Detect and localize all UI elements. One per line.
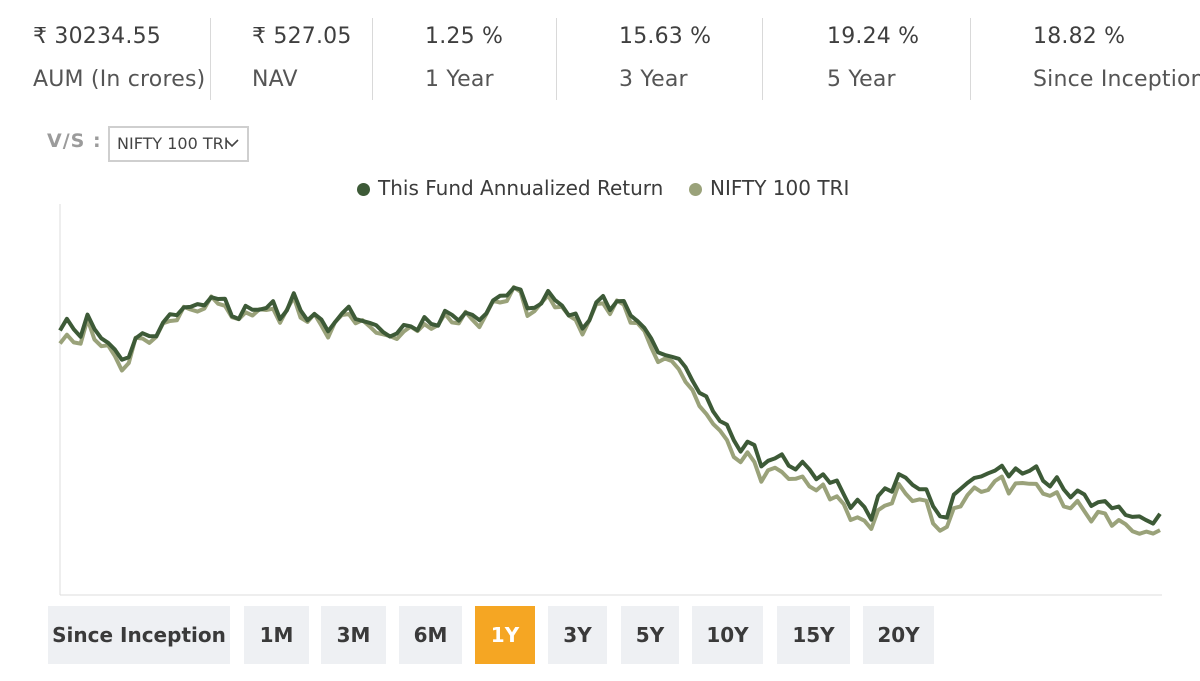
period-button-1y[interactable]: 1Y: [475, 606, 535, 664]
period-button-1m[interactable]: 1M: [244, 606, 309, 664]
stat-aum-value: ₹ 30234.55: [33, 24, 161, 49]
period-button-since-inception[interactable]: Since Inception: [48, 606, 230, 664]
period-button-20y[interactable]: 20Y: [863, 606, 934, 664]
stat-aum-label: AUM (In crores): [33, 67, 206, 92]
stat-nav-value: ₹ 527.05: [252, 24, 352, 49]
stat-divider: [556, 18, 557, 100]
stat-divider: [372, 18, 373, 100]
period-button-3y[interactable]: 3Y: [548, 606, 607, 664]
stat-since-inception-value: 18.82 %: [1033, 24, 1126, 49]
stat-divider: [210, 18, 211, 100]
stat-1-year-label: 1 Year: [425, 67, 494, 92]
benchmark-select-value: NIFTY 100 TRI: [117, 134, 229, 153]
benchmark-select[interactable]: NIFTY 100 TRI: [108, 126, 249, 162]
stat-5-year-label: 5 Year: [827, 67, 896, 92]
series-line-fund: [58, 285, 1162, 526]
returns-line-chart: [58, 204, 1162, 596]
period-button-5y[interactable]: 5Y: [621, 606, 679, 664]
stat-since-inception-label: Since Inception: [1033, 67, 1200, 92]
legend-dot-benchmark: [689, 183, 702, 196]
stat-divider: [762, 18, 763, 100]
stat-5-year-value: 19.24 %: [827, 24, 920, 49]
series-line-benchmark: [58, 285, 1161, 536]
legend-dot-fund: [357, 183, 370, 196]
stat-1-year-value: 1.25 %: [425, 24, 504, 49]
legend-label-benchmark: NIFTY 100 TRI: [710, 176, 850, 200]
legend-label-fund: This Fund Annualized Return: [378, 176, 664, 200]
stat-3-year-value: 15.63 %: [619, 24, 712, 49]
stat-divider: [970, 18, 971, 100]
period-button-6m[interactable]: 6M: [399, 606, 462, 664]
period-button-15y[interactable]: 15Y: [777, 606, 850, 664]
period-button-10y[interactable]: 10Y: [692, 606, 763, 664]
stat-nav-label: NAV: [252, 67, 298, 92]
stat-3-year-label: 3 Year: [619, 67, 688, 92]
fund-stats-bar: ₹ 30234.55 AUM (In crores) ₹ 527.05 NAV …: [0, 0, 1200, 102]
chevron-down-icon: [225, 139, 239, 148]
compare-label: V/S :: [47, 130, 102, 152]
period-button-3m[interactable]: 3M: [321, 606, 386, 664]
